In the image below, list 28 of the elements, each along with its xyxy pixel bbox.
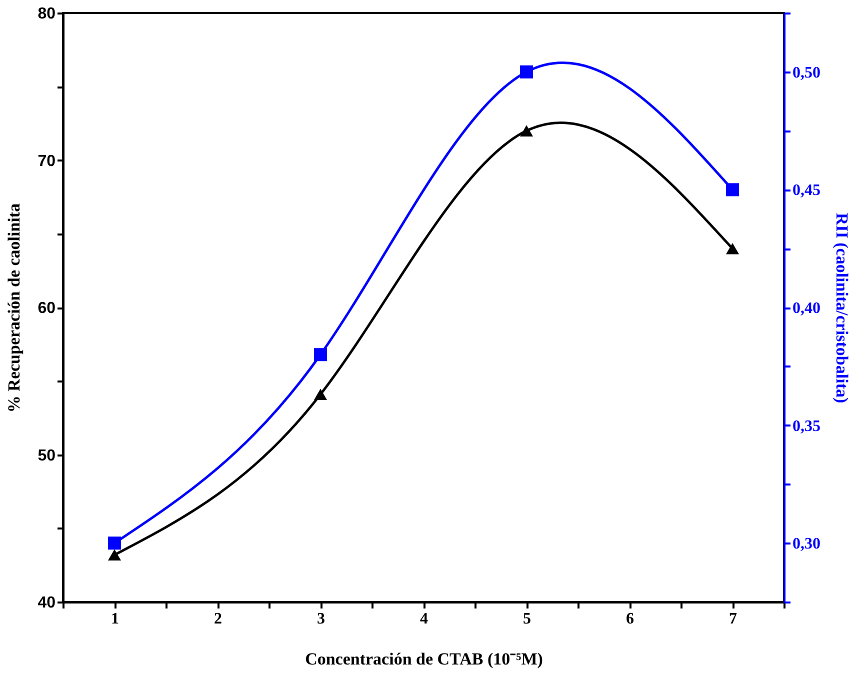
- y-tick-label: 50: [38, 447, 56, 464]
- x-tick-label: 5: [523, 610, 531, 628]
- y2-tick-label: 0,45: [792, 182, 820, 200]
- point: [520, 65, 534, 78]
- y-axis-title: % Recuperación de caolinita: [4, 202, 24, 413]
- point: [314, 348, 328, 362]
- x-tick-label: 4: [420, 610, 428, 628]
- y2-tick-label: 0,40: [792, 300, 820, 317]
- y-tick-label: 80: [38, 6, 56, 22]
- point: [520, 125, 534, 136]
- x-tick-label: 7: [729, 610, 737, 628]
- x-tick-label: 1: [111, 610, 119, 628]
- point: [108, 536, 122, 550]
- point: [108, 549, 122, 561]
- y-tick-label: 60: [38, 300, 56, 317]
- y2-tick-label: 0,50: [792, 64, 820, 82]
- x-tick-label: 3: [317, 610, 325, 628]
- y2-tick-label: 0,35: [792, 418, 820, 435]
- x-tick-label: 6: [626, 610, 634, 628]
- x-axis-title: Concentración de CTAB (10⁻⁵M): [305, 650, 543, 668]
- y-tick-label: 40: [38, 594, 56, 612]
- x-tick-label: 2: [214, 610, 222, 628]
- point: [726, 242, 740, 254]
- point: [726, 183, 740, 196]
- point: [314, 388, 328, 400]
- y-tick-label: 70: [38, 152, 56, 170]
- y2-axis-title: RII (caolinita/cristobalita): [832, 212, 852, 404]
- y2-tick-label: 0,30: [792, 536, 820, 553]
